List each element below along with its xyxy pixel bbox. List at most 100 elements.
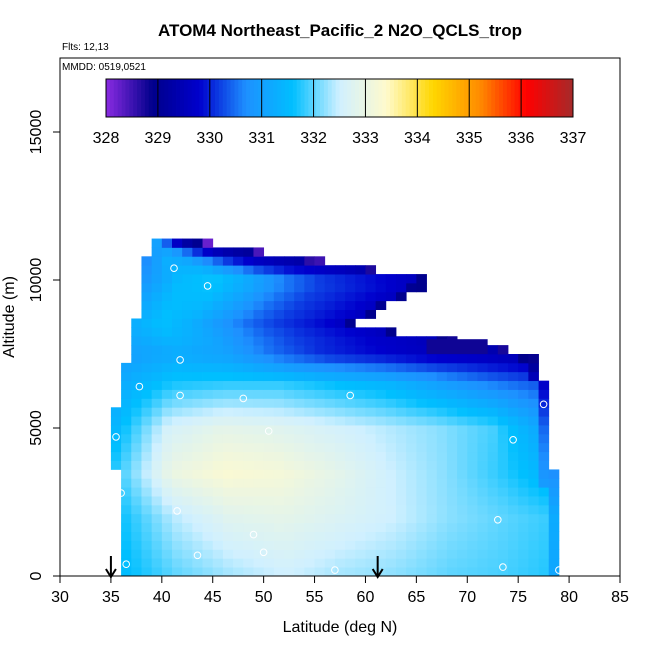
heatmap-cell (273, 371, 285, 382)
colorbar-segment (541, 79, 547, 117)
heatmap-cell (222, 407, 234, 417)
heatmap-cell (172, 460, 183, 470)
heatmap-cell (314, 362, 326, 373)
heatmap-cell (477, 442, 489, 453)
heatmap-cell (375, 274, 387, 284)
heatmap-cell (304, 389, 315, 399)
heatmap-cell (202, 407, 214, 417)
heatmap-cell (436, 496, 448, 506)
heatmap-cell (141, 354, 153, 364)
heatmap-cell (436, 567, 448, 577)
heatmap-cell (446, 425, 458, 435)
heatmap-cell (518, 407, 529, 417)
heatmap-cell (233, 487, 244, 497)
heatmap-cell (182, 345, 193, 355)
heatmap-cell (151, 522, 163, 532)
heatmap-cell (110, 425, 122, 435)
heatmap-cell (151, 487, 163, 497)
heatmap-cell (446, 496, 458, 506)
heatmap-cell (538, 389, 550, 399)
heatmap-cell (253, 451, 265, 461)
heatmap-cell (182, 354, 193, 364)
heatmap-cell (273, 345, 285, 355)
heatmap-cell (324, 389, 336, 399)
heatmap-cell (182, 416, 193, 426)
colorbar-segment (475, 79, 480, 117)
heatmap-cell (436, 442, 448, 453)
heatmap-cell (548, 522, 560, 532)
heatmap-cell (396, 433, 407, 444)
heatmap-cell (487, 442, 499, 453)
heatmap-cell (508, 398, 519, 408)
heatmap-cell (508, 389, 519, 399)
heatmap-cell (477, 380, 489, 390)
heatmap-cell (334, 291, 346, 302)
heatmap-cell (446, 531, 458, 541)
heatmap-cell (345, 567, 356, 577)
heatmap-cell (416, 407, 427, 417)
heatmap-cell (487, 398, 499, 408)
heatmap-cell (477, 407, 489, 417)
colorbar-segment (327, 79, 333, 117)
heatmap-cell (212, 282, 224, 293)
heatmap-cell (151, 238, 163, 248)
heatmap-cell (243, 416, 254, 426)
heatmap-cell (314, 371, 326, 382)
heatmap-cell (487, 460, 499, 470)
heatmap-cell (477, 504, 489, 515)
heatmap-cell (273, 282, 285, 293)
heatmap-cell (273, 425, 285, 435)
colorbar-segment (323, 79, 329, 117)
heatmap-cell (243, 389, 254, 399)
heatmap-cell (396, 522, 407, 532)
heatmap-cell (406, 469, 417, 479)
heatmap-cell (253, 513, 265, 524)
heatmap-cell (436, 362, 448, 373)
heatmap-cell (121, 433, 132, 444)
heatmap-cell (334, 567, 346, 577)
heatmap-cell (406, 398, 417, 408)
heatmap-cell (202, 291, 214, 302)
heatmap-cell (508, 496, 519, 506)
colorbar-segment (113, 79, 119, 117)
heatmap-cell (304, 362, 315, 373)
heatmap-cell (528, 478, 539, 488)
heatmap-cell (487, 549, 499, 559)
sample-point (203, 282, 212, 290)
heatmap-cell (314, 558, 326, 568)
heatmap-cell (161, 371, 173, 382)
heatmap-cell (365, 504, 377, 515)
heatmap-cell (385, 398, 397, 408)
heatmap-cell (497, 398, 509, 408)
heatmap-cell (457, 522, 468, 532)
heatmap-cell (467, 478, 478, 488)
heatmap-cell (334, 496, 346, 506)
colorbar-segment (565, 79, 570, 117)
heatmap-cell (548, 567, 560, 577)
heatmap-cell (192, 354, 203, 364)
heatmap-cell (375, 380, 387, 390)
heatmap-cell (467, 504, 478, 515)
heatmap-cell (477, 496, 489, 506)
heatmap-cell (355, 398, 366, 408)
heatmap-cell (477, 549, 489, 559)
heatmap-cell (202, 362, 214, 373)
heatmap-cell (131, 549, 142, 559)
heatmap-cell (355, 496, 366, 506)
heatmap-cell (365, 425, 377, 435)
heatmap-cell (406, 531, 417, 541)
heatmap-cell (263, 567, 275, 577)
heatmap-cell (304, 282, 315, 293)
heatmap-cell (487, 425, 499, 435)
heatmap-cell (222, 389, 234, 399)
heatmap-cell (345, 513, 356, 524)
heatmap-cell (355, 309, 366, 319)
heatmap-cell (548, 558, 560, 568)
heatmap-cell (294, 522, 305, 532)
heatmap-cell (233, 425, 244, 435)
heatmap-cell (273, 531, 285, 541)
heatmap-cell (121, 522, 132, 532)
heatmap-cell (273, 504, 285, 515)
heatmap-cell (243, 487, 254, 497)
heatmap-cell (406, 425, 417, 435)
